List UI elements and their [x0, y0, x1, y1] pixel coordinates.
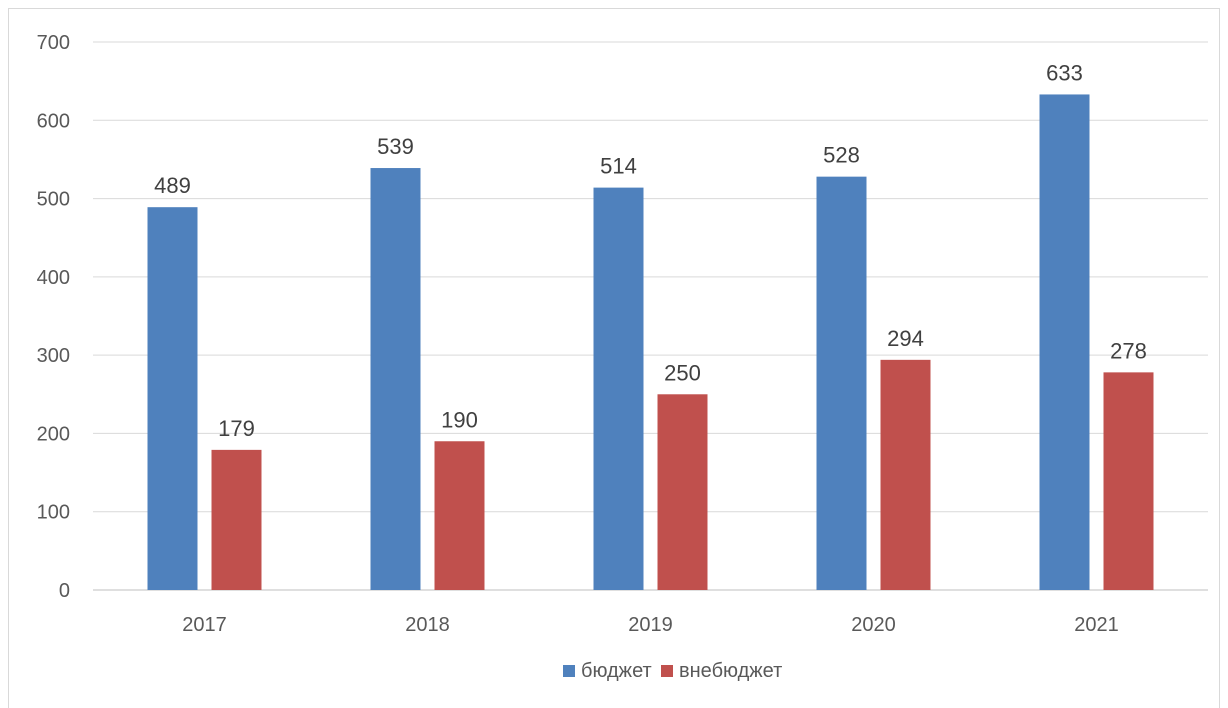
bar-бюджет-2021	[1039, 94, 1090, 591]
data-label: 514	[600, 154, 637, 179]
y-axis: 0 100 200 300 400 500 600 700	[37, 32, 70, 602]
y-tick-label: 200	[37, 423, 70, 445]
x-axis: 2017 2018 2019 2020 2021	[182, 614, 1119, 636]
data-label: 633	[1046, 60, 1083, 85]
x-tick-label: 2020	[851, 614, 896, 636]
bars	[147, 94, 1154, 591]
data-label: 179	[218, 416, 255, 441]
bar-бюджет-2019	[593, 187, 644, 590]
x-tick-label: 2021	[1074, 614, 1119, 636]
x-tick-label: 2019	[628, 614, 673, 636]
legend-label: бюджет	[581, 660, 652, 682]
y-tick-label: 100	[37, 502, 70, 524]
data-label: 250	[664, 360, 701, 385]
bar-бюджет-2020	[816, 176, 867, 590]
data-label: 190	[441, 407, 478, 432]
data-label: 489	[154, 173, 191, 198]
bar-внебюджет-2020	[880, 359, 931, 590]
bar-внебюджет-2021	[1103, 372, 1154, 590]
bar-внебюджет-2019	[657, 394, 708, 590]
bar-бюджет-2017	[147, 207, 198, 590]
y-tick-label: 600	[37, 110, 70, 132]
gridlines	[93, 41, 1208, 591]
data-label: 294	[887, 326, 924, 351]
y-tick-label: 700	[37, 32, 70, 54]
x-tick-label: 2017	[182, 614, 227, 636]
y-tick-label: 0	[59, 580, 70, 602]
bar-внебюджет-2017	[211, 449, 262, 590]
y-tick-label: 500	[37, 189, 70, 211]
data-label: 278	[1110, 338, 1147, 363]
bar-бюджет-2018	[370, 168, 421, 591]
data-labels: 489 179 539 190 514 250 528 294 633 278	[154, 60, 1147, 440]
data-label: 539	[377, 134, 414, 159]
chart-frame	[8, 8, 1220, 708]
legend-swatch-внебюджет	[661, 665, 673, 677]
legend-label: внебюджет	[679, 660, 782, 682]
x-tick-label: 2018	[405, 614, 450, 636]
bar-внебюджет-2018	[434, 441, 485, 590]
data-label: 528	[823, 143, 860, 168]
y-tick-label: 400	[37, 267, 70, 289]
y-tick-label: 300	[37, 345, 70, 367]
legend: бюджет внебюджет	[563, 660, 782, 682]
legend-swatch-бюджет	[563, 665, 575, 677]
